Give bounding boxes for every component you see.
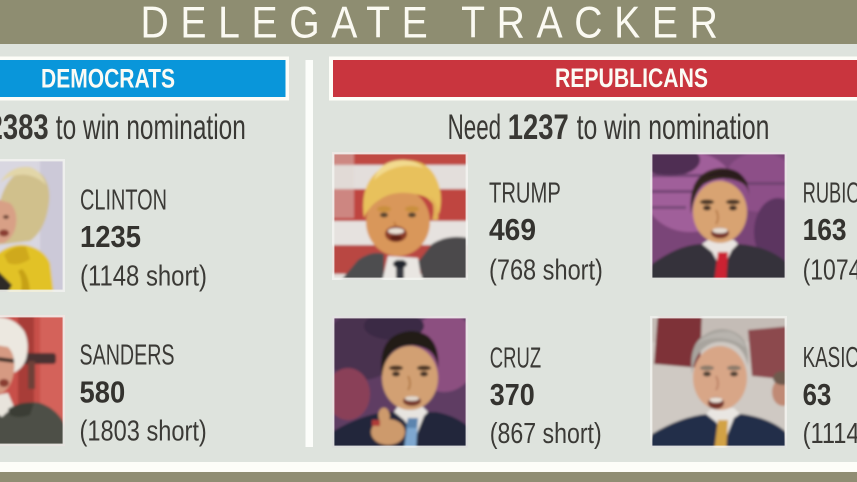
svg-text:KASICH: KASICH xyxy=(803,342,857,374)
svg-text:(1114 short): (1114 short) xyxy=(803,418,857,450)
svg-text:469: 469 xyxy=(489,212,536,247)
svg-text:(1803 short): (1803 short) xyxy=(80,416,207,448)
svg-text:1235: 1235 xyxy=(80,219,141,254)
svg-text:370: 370 xyxy=(490,377,535,412)
svg-text:CRUZ: CRUZ xyxy=(490,343,541,375)
svg-text:2383: 2383 xyxy=(0,108,49,147)
svg-text:REPUBLICANS: REPUBLICANS xyxy=(555,63,708,93)
svg-text:to win nomination: to win nomination xyxy=(56,108,246,147)
svg-text:DELEGATE TRACKER: DELEGATE TRACKER xyxy=(140,0,729,47)
svg-text:63: 63 xyxy=(803,377,832,412)
svg-text:DEMOCRATS: DEMOCRATS xyxy=(41,64,175,94)
svg-text:SANDERS: SANDERS xyxy=(80,340,175,372)
svg-text:(1148 short): (1148 short) xyxy=(80,261,207,293)
svg-text:1237: 1237 xyxy=(508,108,569,147)
svg-text:CLINTON: CLINTON xyxy=(80,184,167,216)
svg-text:TRUMP: TRUMP xyxy=(489,177,561,209)
svg-text:163: 163 xyxy=(803,212,847,247)
svg-text:(867 short): (867 short) xyxy=(490,418,602,450)
svg-text:580: 580 xyxy=(80,375,126,410)
svg-text:to win nomination: to win nomination xyxy=(577,108,770,147)
svg-text:(768 short): (768 short) xyxy=(489,255,603,287)
svg-text:RUBIO: RUBIO xyxy=(803,177,857,209)
svg-text:Need: Need xyxy=(448,108,502,147)
svg-text:(1074 short): (1074 short) xyxy=(803,255,857,287)
